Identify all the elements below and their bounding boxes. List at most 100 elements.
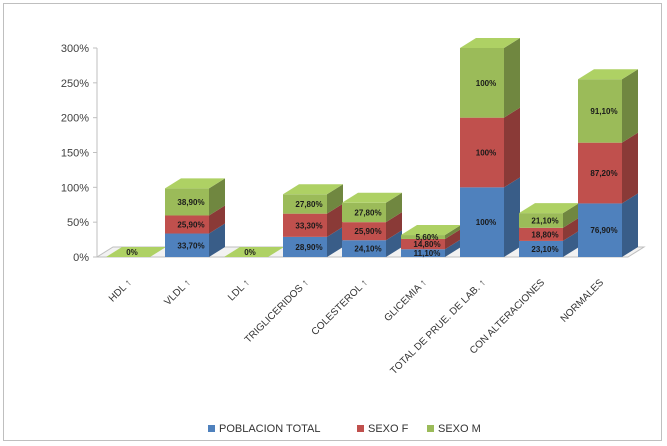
data-label: 76,90%: [590, 226, 617, 235]
bar-segment-side: [209, 205, 225, 234]
bar-top-cap: [460, 38, 520, 48]
bar-segment-front: [401, 249, 445, 257]
bar-segment-side: [504, 107, 520, 188]
data-label: 18,80%: [531, 230, 558, 239]
bar-segment-side: [209, 178, 225, 216]
legend-swatch: [357, 425, 364, 432]
bar-segment-front: [165, 233, 209, 257]
data-label: 33,70%: [177, 241, 204, 250]
bar-top-cap: [224, 247, 284, 257]
data-label: 25,90%: [354, 227, 381, 236]
bar-segment-side: [622, 69, 638, 143]
data-label: 5,60%: [416, 233, 439, 242]
bar-segment-front: [165, 215, 209, 234]
bar-segment-side: [327, 203, 343, 237]
data-label: 27,80%: [354, 208, 381, 217]
bar-segment-side: [445, 228, 461, 250]
category-label: TRIGLICERIDOS ↑: [243, 277, 311, 345]
category-label: NORMALES: [559, 277, 607, 325]
bar-top-cap: [401, 225, 461, 236]
bar-segment-side: [445, 239, 461, 257]
data-label: 91,10%: [590, 107, 617, 116]
legend-swatch: [208, 425, 215, 432]
legend-swatch: [427, 425, 434, 432]
bar-segment-side: [563, 203, 579, 228]
bar-top-cap: [519, 203, 579, 214]
bar-segment-side: [386, 230, 402, 257]
legend-label: POBLACION TOTAL: [219, 423, 320, 435]
data-label: 100%: [476, 218, 496, 227]
data-label: 23,10%: [531, 245, 558, 254]
y-tick-label: 250%: [61, 78, 89, 90]
data-label: 0%: [244, 248, 256, 257]
bar-segment-front: [283, 236, 327, 257]
bar-segment-front: [342, 240, 386, 257]
bar-segment-front: [519, 213, 563, 228]
bar-segment-front: [401, 235, 445, 239]
bar-top-cap: [283, 184, 343, 195]
category-label: HDL ↑: [107, 277, 134, 304]
data-label: 11,10%: [414, 249, 441, 258]
bar-segment-front: [342, 222, 386, 241]
bar-segment-side: [622, 132, 638, 204]
bar-segment-front: [578, 79, 622, 143]
bar-segment-front: [342, 202, 386, 223]
data-label: 28,90%: [295, 243, 322, 252]
bar-segment-side: [445, 225, 461, 239]
data-label: 100%: [476, 149, 496, 158]
bar-segment-front: [460, 117, 504, 188]
bar-segment-side: [327, 184, 343, 214]
bar-top-cap: [342, 192, 402, 203]
data-label: 33,30%: [295, 221, 322, 230]
bar-top-cap: [165, 178, 225, 189]
bar-segment-side: [504, 177, 520, 257]
data-label: 0%: [126, 248, 138, 257]
bar-segment-front: [401, 238, 445, 250]
y-tick-label: 200%: [61, 113, 89, 125]
y-tick-label: 150%: [61, 148, 89, 160]
category-label: VLDL ↑: [162, 277, 193, 308]
bar-segment-front: [460, 187, 504, 257]
bar-segment-side: [622, 193, 638, 257]
data-label: 38,90%: [177, 198, 204, 207]
bar-segment-front: [283, 213, 327, 237]
bar-top-cap: [578, 69, 638, 80]
bar-segment-front: [519, 240, 563, 257]
data-label: 25,90%: [177, 221, 204, 230]
data-label: 21,10%: [531, 216, 558, 225]
category-label: COLESTEROL ↑: [310, 277, 371, 338]
bar-segment-side: [563, 230, 579, 257]
data-label: 27,80%: [295, 200, 322, 209]
data-label: 24,10%: [354, 245, 381, 254]
data-label: 100%: [476, 79, 496, 88]
y-tick-label: 0%: [73, 252, 89, 264]
y-tick-label: 100%: [61, 182, 89, 194]
data-label: 14,80%: [413, 240, 440, 249]
bar-segment-side: [209, 223, 225, 257]
bar-segment-front: [283, 194, 327, 214]
bar-segment-front: [165, 188, 209, 216]
y-tick-label: 50%: [67, 217, 89, 229]
y-tick-label: 300%: [61, 43, 89, 55]
legend-label: SEXO F: [368, 423, 409, 435]
bar-segment-front: [578, 142, 622, 204]
category-label: GLICEMIA ↑: [382, 277, 429, 324]
bar-segment-side: [563, 217, 579, 241]
bar-segment-side: [504, 38, 520, 118]
bar-segment-side: [386, 212, 402, 241]
bar-segment-side: [327, 226, 343, 257]
bar-layer: [106, 38, 638, 257]
category-label: LDL ↑: [226, 277, 252, 303]
legend-label: SEXO M: [438, 423, 481, 435]
data-label-layer: 0% 33,70% 25,90% 38,90% 0% 28,90% 33,30% 27,80%…: [126, 79, 617, 258]
bar-top-cap: [106, 247, 166, 257]
bar-segment-front: [460, 48, 504, 118]
bar-segment-side: [386, 192, 402, 223]
bar-segment-front: [578, 203, 622, 257]
category-label: TOTAL DE PRUE. DE LAB. ↑: [389, 277, 489, 377]
bar-segment-front: [519, 227, 563, 241]
category-label-layer: HDL ↑ VLDL ↑ LDL ↑TRIGLICERIDOS ↑COLESTERO…: [107, 277, 606, 377]
data-label: 87,20%: [590, 169, 617, 178]
legend: POBLACION TOTAL SEXO F SEXO M: [208, 423, 481, 435]
